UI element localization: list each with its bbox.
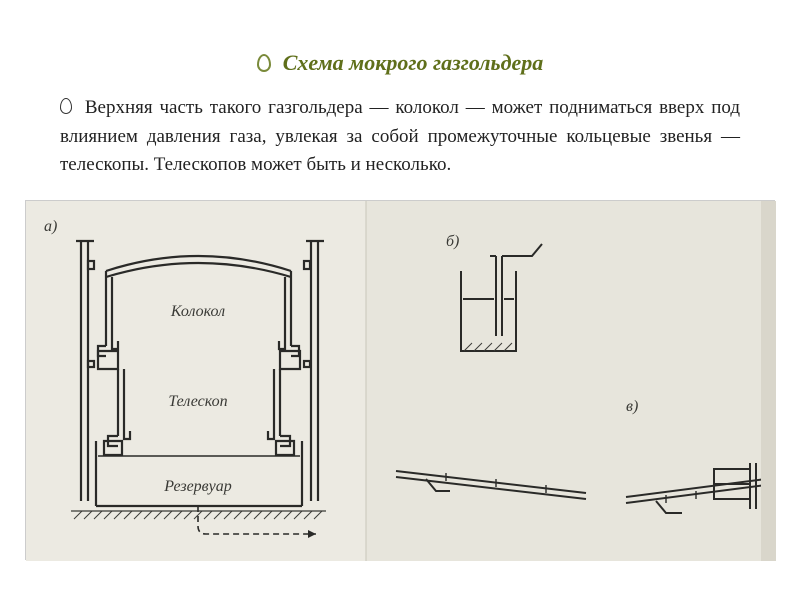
telescope-label: Телескоп <box>168 393 227 410</box>
paragraph-text: Верхняя часть такого газгольдера — колок… <box>60 97 740 175</box>
panel-b-label: б) <box>446 233 459 250</box>
header-area: Схема мокрого газгольдера Верхняя часть … <box>0 0 800 190</box>
description-paragraph: Верхняя часть такого газгольдера — колок… <box>60 94 740 180</box>
panel-a-label: а) <box>44 218 57 235</box>
panel-c-label: в) <box>626 398 638 415</box>
diagram-figure: а) <box>25 200 775 560</box>
technical-drawing: а) <box>26 201 776 561</box>
leaf-bullet-icon <box>257 54 271 72</box>
reservoir-label: Резервуар <box>163 478 231 495</box>
leaf-bullet-icon <box>60 98 72 114</box>
bell-label: Колокол <box>170 303 225 320</box>
page-title: Схема мокрого газгольдера <box>283 50 544 75</box>
title-row: Схема мокрого газгольдера <box>60 50 740 76</box>
